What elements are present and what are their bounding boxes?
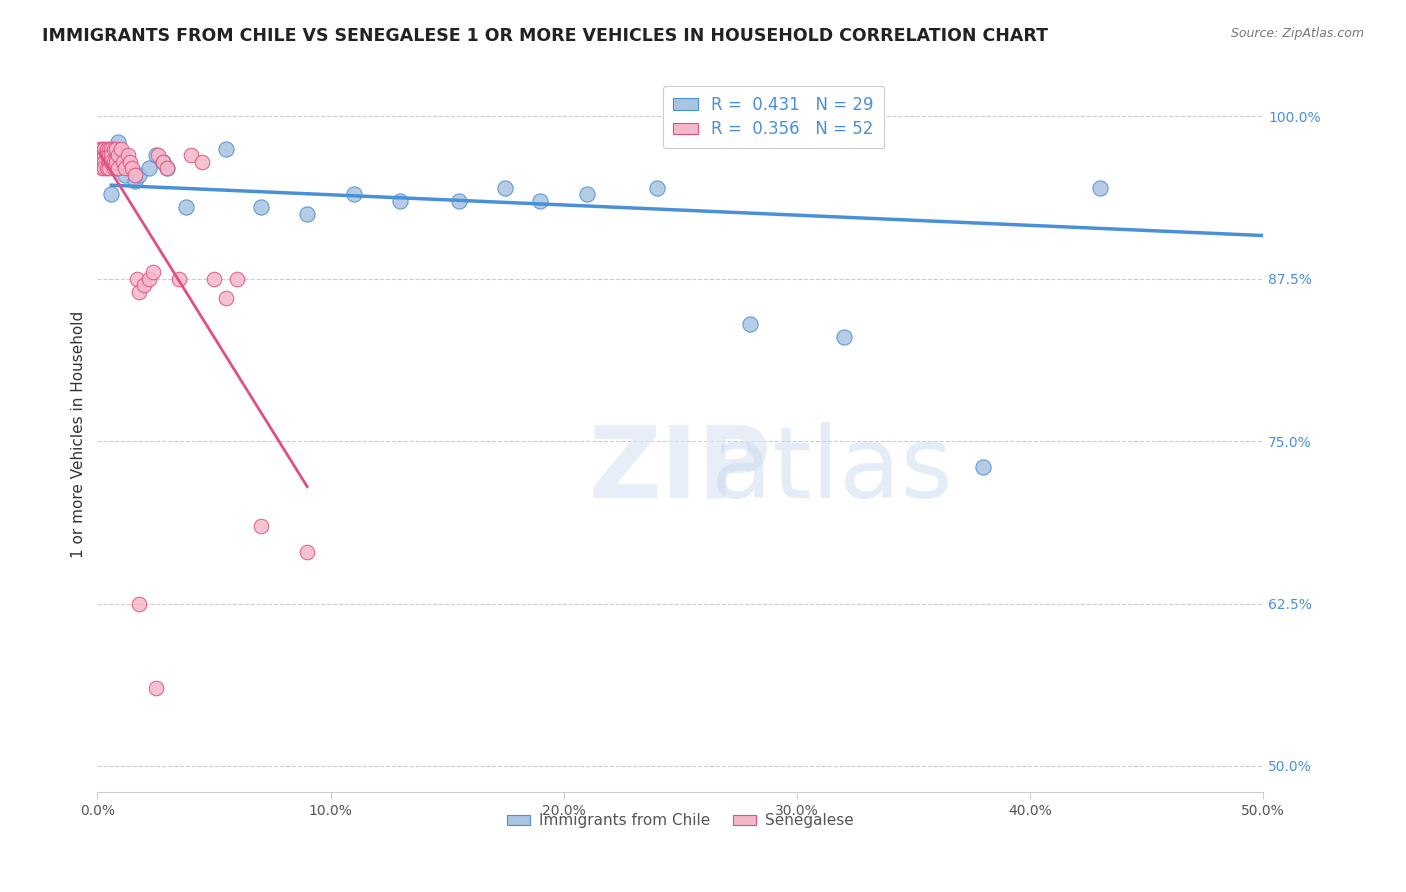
Point <box>145 681 167 695</box>
Point <box>132 278 155 293</box>
Point <box>124 168 146 182</box>
Point <box>111 148 134 162</box>
Point <box>142 265 165 279</box>
Point <box>138 272 160 286</box>
Point <box>529 194 551 208</box>
Point <box>972 460 994 475</box>
Point <box>128 597 150 611</box>
Point <box>295 207 318 221</box>
Point <box>100 154 122 169</box>
Point <box>249 200 271 214</box>
Point <box>107 161 129 176</box>
Point <box>118 154 141 169</box>
Point <box>98 161 121 176</box>
Point <box>389 194 412 208</box>
Point <box>249 518 271 533</box>
Legend: Immigrants from Chile, Senegalese: Immigrants from Chile, Senegalese <box>501 807 860 834</box>
Point <box>114 161 136 176</box>
Point <box>89 142 111 156</box>
Point <box>96 148 118 162</box>
Point <box>494 181 516 195</box>
Point <box>145 148 167 162</box>
Point <box>103 142 125 156</box>
Point <box>103 154 125 169</box>
Text: atlas: atlas <box>711 422 953 519</box>
Text: IMMIGRANTS FROM CHILE VS SENEGALESE 1 OR MORE VEHICLES IN HOUSEHOLD CORRELATION : IMMIGRANTS FROM CHILE VS SENEGALESE 1 OR… <box>42 27 1049 45</box>
Point <box>645 181 668 195</box>
Point <box>93 161 115 176</box>
Point <box>740 318 762 332</box>
Point <box>832 330 855 344</box>
Point <box>110 154 132 169</box>
Point <box>100 142 122 156</box>
Point <box>111 154 134 169</box>
Text: ZIP: ZIP <box>589 422 772 519</box>
Point <box>103 161 125 176</box>
Point <box>96 142 118 156</box>
Point <box>1088 181 1111 195</box>
Point <box>343 187 366 202</box>
Point <box>128 168 150 182</box>
Point <box>93 154 115 169</box>
Y-axis label: 1 or more Vehicles in Household: 1 or more Vehicles in Household <box>72 311 86 558</box>
Point <box>100 148 122 162</box>
Point <box>91 142 114 156</box>
Point <box>174 200 197 214</box>
Point <box>89 154 111 169</box>
Point <box>128 285 150 299</box>
Point <box>146 148 169 162</box>
Point <box>91 161 114 176</box>
Point <box>93 148 115 162</box>
Point <box>98 154 121 169</box>
Point <box>226 272 249 286</box>
Point <box>295 544 318 558</box>
Point <box>121 161 143 176</box>
Point <box>96 161 118 176</box>
Point <box>214 142 236 156</box>
Point <box>124 174 146 188</box>
Point <box>167 272 190 286</box>
Point <box>191 154 214 169</box>
Point <box>118 161 141 176</box>
Point <box>100 187 122 202</box>
Point <box>105 161 128 176</box>
Point <box>180 148 202 162</box>
Point <box>214 291 236 305</box>
Point <box>98 142 121 156</box>
Point <box>98 148 121 162</box>
Point <box>156 161 179 176</box>
Point <box>152 154 174 169</box>
Point <box>91 148 114 162</box>
Point <box>576 187 599 202</box>
Point <box>107 148 129 162</box>
Point <box>125 272 148 286</box>
Point <box>152 154 174 169</box>
Point <box>110 142 132 156</box>
Point <box>138 161 160 176</box>
Point <box>105 142 128 156</box>
Point <box>114 168 136 182</box>
Point <box>93 142 115 156</box>
Point <box>105 154 128 169</box>
Point <box>107 136 129 150</box>
Point <box>447 194 470 208</box>
Point <box>117 148 139 162</box>
Text: Source: ZipAtlas.com: Source: ZipAtlas.com <box>1230 27 1364 40</box>
Point <box>89 148 111 162</box>
Point <box>156 161 179 176</box>
Point <box>202 272 225 286</box>
